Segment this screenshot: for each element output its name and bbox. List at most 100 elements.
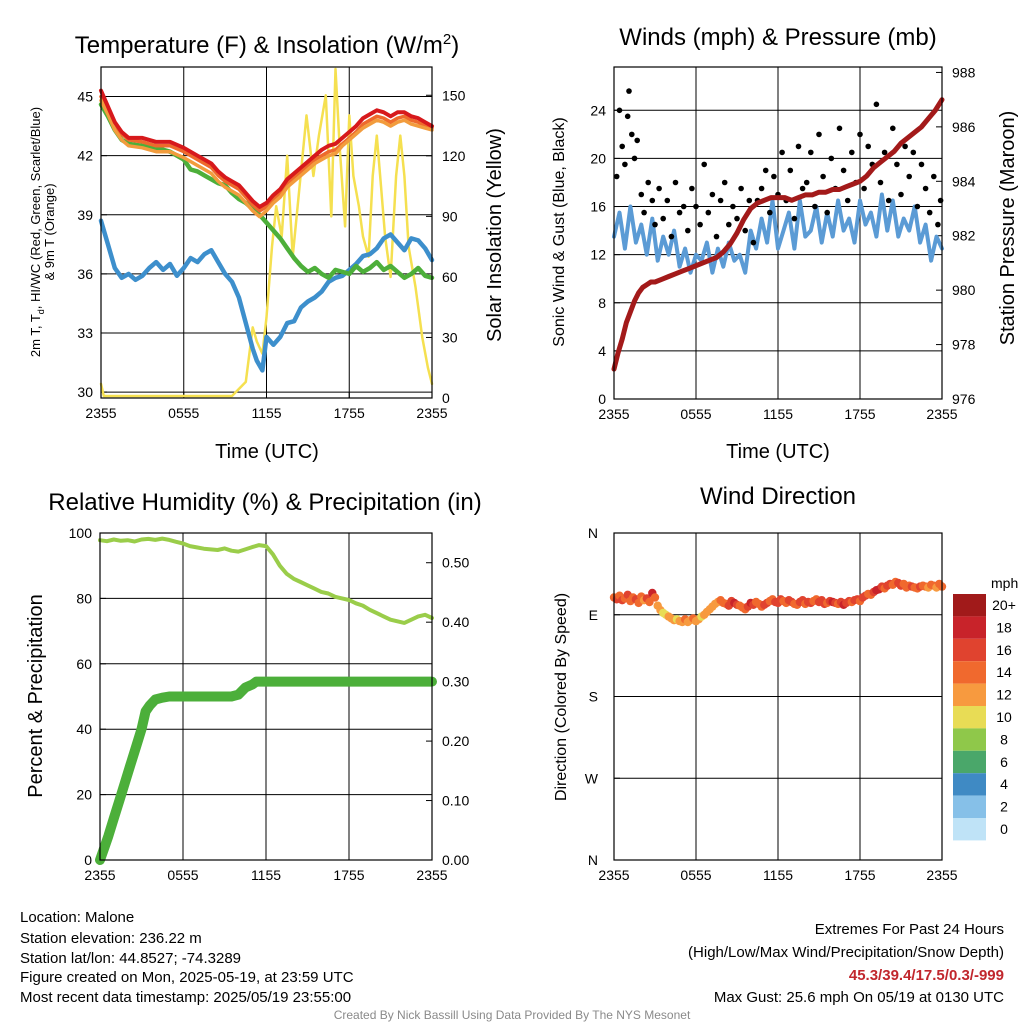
gust-point bbox=[685, 227, 691, 234]
gust-point bbox=[795, 143, 802, 150]
gust-point bbox=[881, 149, 888, 156]
humidity-y-axis-label: Percent & Precipitation bbox=[25, 594, 47, 797]
gust-point bbox=[816, 131, 822, 138]
gust-point bbox=[717, 197, 724, 204]
y-tick-label: 8 bbox=[598, 295, 606, 311]
y-tick-label: 24 bbox=[590, 102, 606, 118]
x-tick-label: 1155 bbox=[251, 867, 281, 883]
temperature-title: Temperature (F) & Insolation (W/m2) bbox=[75, 31, 459, 59]
gust-point bbox=[705, 209, 712, 216]
gust-point bbox=[857, 131, 863, 138]
gust-point bbox=[701, 161, 707, 168]
y-tick-label: W bbox=[585, 770, 599, 786]
gust-point bbox=[840, 167, 847, 174]
x-tick-label: 2355 bbox=[416, 405, 447, 421]
y2-tick-label: 984 bbox=[952, 173, 976, 189]
gust-point bbox=[910, 149, 917, 156]
gust-point bbox=[652, 221, 658, 228]
humidity-panel: Relative Humidity (%) & Precipitation (i… bbox=[25, 489, 482, 883]
gust-point bbox=[902, 143, 908, 150]
plot-border bbox=[613, 532, 943, 861]
gust-point bbox=[812, 203, 818, 210]
humidity-title: Relative Humidity (%) & Precipitation (i… bbox=[48, 489, 481, 516]
gust-point bbox=[890, 125, 896, 132]
heatwc-line bbox=[99, 94, 434, 213]
direction-panel: Wind Direction 2355 0555 1155 1755 2355NWSEN… bbox=[553, 483, 1018, 883]
legend-label: 20+ bbox=[992, 597, 1016, 613]
rh-line bbox=[98, 536, 434, 625]
gust-point bbox=[629, 131, 635, 138]
y-tick-label: 20 bbox=[76, 787, 92, 803]
x-tick-label: 2355 bbox=[598, 406, 629, 422]
extremes-values: 45.3/39.4/17.5/0.3/-999 bbox=[849, 967, 1004, 984]
gust-point bbox=[885, 197, 892, 204]
y2-tick-label: 982 bbox=[952, 228, 976, 244]
dew-line bbox=[98, 218, 435, 373]
gust-point bbox=[738, 185, 744, 192]
y-tick-label: 42 bbox=[77, 148, 93, 164]
y2-tick-label: 0.20 bbox=[442, 733, 469, 749]
x-tick-label: 1155 bbox=[251, 405, 281, 421]
gust-point bbox=[861, 185, 867, 192]
gust-point bbox=[849, 149, 855, 156]
y-tick-label: 0 bbox=[84, 852, 92, 868]
gust-point bbox=[709, 191, 716, 198]
extremes-gust: Max Gust: 25.6 mph On 05/19 at 0130 UTC bbox=[714, 989, 1004, 1006]
gust-point bbox=[926, 209, 933, 216]
humidity-plot-area: 2355 0555 1155 1755 23550204060801000.000.10… bbox=[69, 525, 470, 883]
gust-point bbox=[680, 203, 687, 210]
y-tick-label: N bbox=[588, 852, 598, 868]
gust-point bbox=[664, 197, 671, 204]
gust-point bbox=[626, 88, 632, 94]
x-tick-label: 1155 bbox=[763, 406, 793, 422]
legend-label: 8 bbox=[1000, 731, 1008, 747]
gust-point bbox=[762, 167, 769, 174]
y2-tick-label: 120 bbox=[442, 148, 466, 164]
gust-point bbox=[622, 161, 628, 168]
gust-point bbox=[894, 161, 900, 168]
temperature-y-axis-label: 2m T, Td, HI/WC (Red, Green, Scarlet/Blu… bbox=[28, 107, 57, 357]
legend-swatch bbox=[953, 683, 986, 706]
legend-swatch bbox=[953, 773, 986, 796]
pressure-line bbox=[611, 97, 945, 372]
gust-point bbox=[656, 185, 662, 192]
gust-point bbox=[619, 143, 625, 150]
gust-point bbox=[689, 185, 695, 192]
extremes-title: Extremes For Past 24 Hours bbox=[815, 921, 1004, 938]
legend-swatch bbox=[953, 795, 986, 818]
y-tick-label: 39 bbox=[77, 207, 93, 223]
station-info: Location: Malone Station elevation: 236.… bbox=[20, 909, 354, 1006]
legend-label: 16 bbox=[996, 642, 1012, 658]
y-tick-label: 36 bbox=[77, 266, 93, 282]
y-tick-label: S bbox=[589, 689, 598, 705]
extremes-box: Extremes For Past 24 Hours (High/Low/Max… bbox=[688, 921, 1004, 1006]
gust-point bbox=[865, 143, 871, 150]
gust-point bbox=[799, 185, 806, 192]
plot-border bbox=[99, 532, 433, 861]
temperature-panel: Temperature (F) & Insolation (W/m2) 2355… bbox=[28, 31, 506, 463]
legend-label: 4 bbox=[1000, 776, 1008, 792]
gust-point bbox=[638, 191, 645, 198]
y-tick-label: 40 bbox=[76, 721, 92, 737]
gust-point bbox=[742, 227, 748, 234]
temperature-plot-area: 2355 0555 1155 1755 2355 30 33 36 39 42 45 0 30 60 90 1… bbox=[77, 66, 466, 421]
gust-point bbox=[649, 197, 656, 204]
svg-text:2m T, Td, HI/WC (Red, Green, S: 2m T, Td, HI/WC (Red, Green, Scarlet/Blu… bbox=[28, 107, 46, 357]
info-location: Location: Malone bbox=[20, 909, 134, 926]
legend-swatch bbox=[953, 818, 986, 841]
y2-tick-label: 0 bbox=[442, 390, 450, 406]
legend-label: 12 bbox=[996, 687, 1012, 703]
gust-point bbox=[824, 209, 830, 216]
legend-title: mph bbox=[991, 575, 1018, 591]
gust-point bbox=[641, 209, 647, 216]
y2-tick-label: 0.10 bbox=[442, 793, 469, 809]
x-tick-label: 2355 bbox=[926, 406, 957, 422]
x-tick-label: 1755 bbox=[333, 867, 364, 883]
temp9m-line bbox=[99, 98, 434, 219]
gust-point bbox=[791, 215, 798, 222]
y2-tick-label: 0.50 bbox=[442, 555, 469, 571]
y-tick-label: 30 bbox=[77, 384, 93, 400]
gust-point bbox=[771, 173, 777, 180]
legend-label: 0 bbox=[1000, 821, 1008, 837]
x-tick-label: 2355 bbox=[85, 405, 116, 421]
